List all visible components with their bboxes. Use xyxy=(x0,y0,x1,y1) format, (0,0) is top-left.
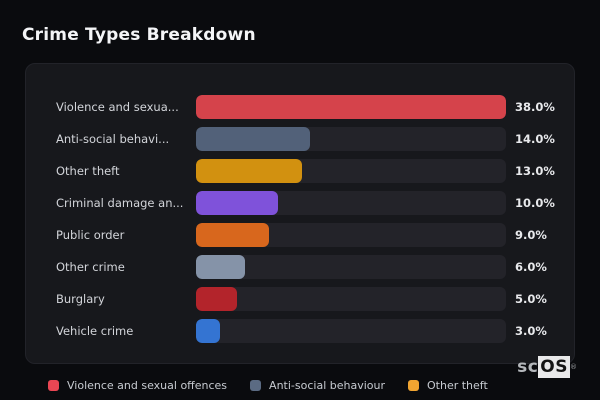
category-label: Other theft xyxy=(56,164,120,178)
chart-row: Vehicle crime 3.0% xyxy=(56,319,574,343)
category-label: Anti-social behavi... xyxy=(56,132,170,146)
bar xyxy=(196,255,245,279)
value-label: 6.0% xyxy=(515,260,547,274)
bar xyxy=(196,95,506,119)
legend-label: Violence and sexual offences xyxy=(67,379,228,392)
bar xyxy=(196,159,303,183)
bar-track xyxy=(196,127,506,151)
category-label: Violence and sexua... xyxy=(56,100,179,114)
category-label: Burglary xyxy=(56,292,105,306)
chart-legend: Violence and sexual offences Anti-social … xyxy=(48,379,488,392)
bar-track xyxy=(196,319,506,343)
bar xyxy=(196,191,278,215)
watermark-logo: OS xyxy=(538,356,570,378)
value-label: 3.0% xyxy=(515,324,547,338)
value-label: 13.0% xyxy=(515,164,555,178)
chart-row: Burglary 5.0% xyxy=(56,287,574,311)
bar xyxy=(196,319,221,343)
legend-swatch-icon xyxy=(408,380,419,391)
value-label: 9.0% xyxy=(515,228,547,242)
legend-label: Other theft xyxy=(427,379,488,392)
value-label: 10.0% xyxy=(515,196,555,210)
value-label: 14.0% xyxy=(515,132,555,146)
bar-track xyxy=(196,287,506,311)
legend-label: Anti-social behaviour xyxy=(269,379,385,392)
bar xyxy=(196,127,311,151)
bar-track xyxy=(196,191,506,215)
bar-track xyxy=(196,95,506,119)
legend-item: Violence and sexual offences xyxy=(48,379,227,392)
value-label: 5.0% xyxy=(515,292,547,306)
category-label: Criminal damage an... xyxy=(56,196,184,210)
legend-swatch-icon xyxy=(48,380,59,391)
registered-mark-icon: ® xyxy=(570,363,577,371)
scos-watermark: sc OS ® xyxy=(517,356,577,378)
value-label: 38.0% xyxy=(515,100,555,114)
watermark-prefix: sc xyxy=(517,357,539,377)
bar-rows: Violence and sexua... 38.0% Anti-social be… xyxy=(56,95,574,343)
bar-track xyxy=(196,255,506,279)
legend-item: Anti-social behaviour xyxy=(250,379,385,392)
bar xyxy=(196,223,270,247)
category-label: Vehicle crime xyxy=(56,324,134,338)
category-label: Public order xyxy=(56,228,125,242)
chart-card: Violence and sexua... 38.0% Anti-social be… xyxy=(25,63,575,364)
page-title: Crime Types Breakdown xyxy=(22,25,256,45)
bar xyxy=(196,287,237,311)
legend-swatch-icon xyxy=(250,380,262,391)
chart-row: Other theft 13.0% xyxy=(56,159,574,183)
chart-row: Public order 9.0% xyxy=(56,223,574,247)
bar-track xyxy=(196,223,506,247)
chart-row: Other crime 6.0% xyxy=(56,255,574,279)
chart-row: Criminal damage an... 10.0% xyxy=(56,191,574,215)
chart-row: Violence and sexua... 38.0% xyxy=(56,95,574,119)
category-label: Other crime xyxy=(56,260,125,274)
bar-track xyxy=(196,159,506,183)
legend-item: Other theft xyxy=(408,379,488,392)
chart-row: Anti-social behavi... 14.0% xyxy=(56,127,574,151)
